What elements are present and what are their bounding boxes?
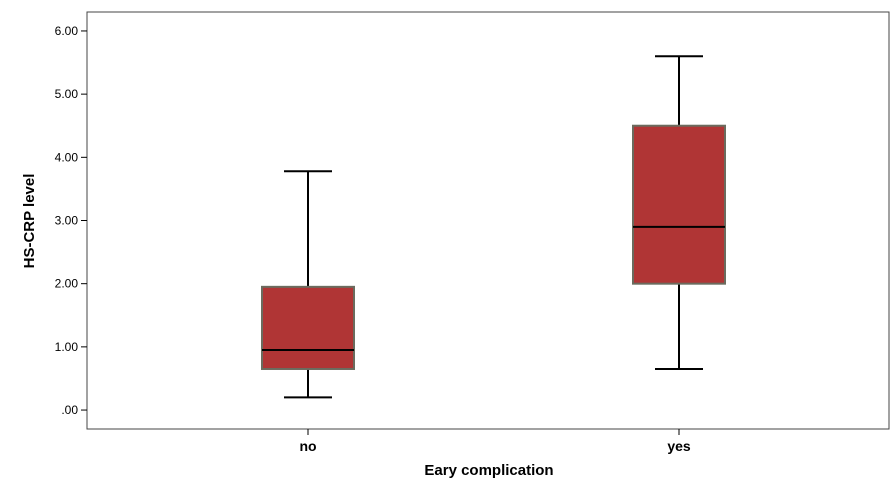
box-yes bbox=[632, 55, 726, 370]
y-tick-label: 5.00 bbox=[55, 87, 79, 101]
y-tick-label: 4.00 bbox=[55, 150, 79, 164]
x-axis: no yes bbox=[299, 429, 691, 454]
y-tick-label: .00 bbox=[61, 403, 78, 417]
box-no bbox=[261, 170, 355, 399]
plot-frame bbox=[86, 11, 890, 430]
plot-border bbox=[86, 11, 890, 430]
boxes-group bbox=[261, 55, 726, 399]
x-tick-label: yes bbox=[667, 438, 691, 454]
y-axis: .00 1.00 2.00 3.00 4.00 5.00 6.00 bbox=[55, 24, 87, 417]
y-tick-label: 6.00 bbox=[55, 24, 79, 38]
y-tick-label: 3.00 bbox=[55, 214, 79, 228]
y-tick-label: 1.00 bbox=[55, 340, 79, 354]
y-axis-title: HS-CRP level bbox=[21, 174, 38, 269]
iqr-box bbox=[632, 124, 726, 285]
y-tick-label: 2.00 bbox=[55, 277, 79, 291]
iqr-box bbox=[261, 285, 355, 370]
x-tick-label: no bbox=[299, 438, 316, 454]
x-axis-title: Eary complication bbox=[424, 462, 553, 479]
